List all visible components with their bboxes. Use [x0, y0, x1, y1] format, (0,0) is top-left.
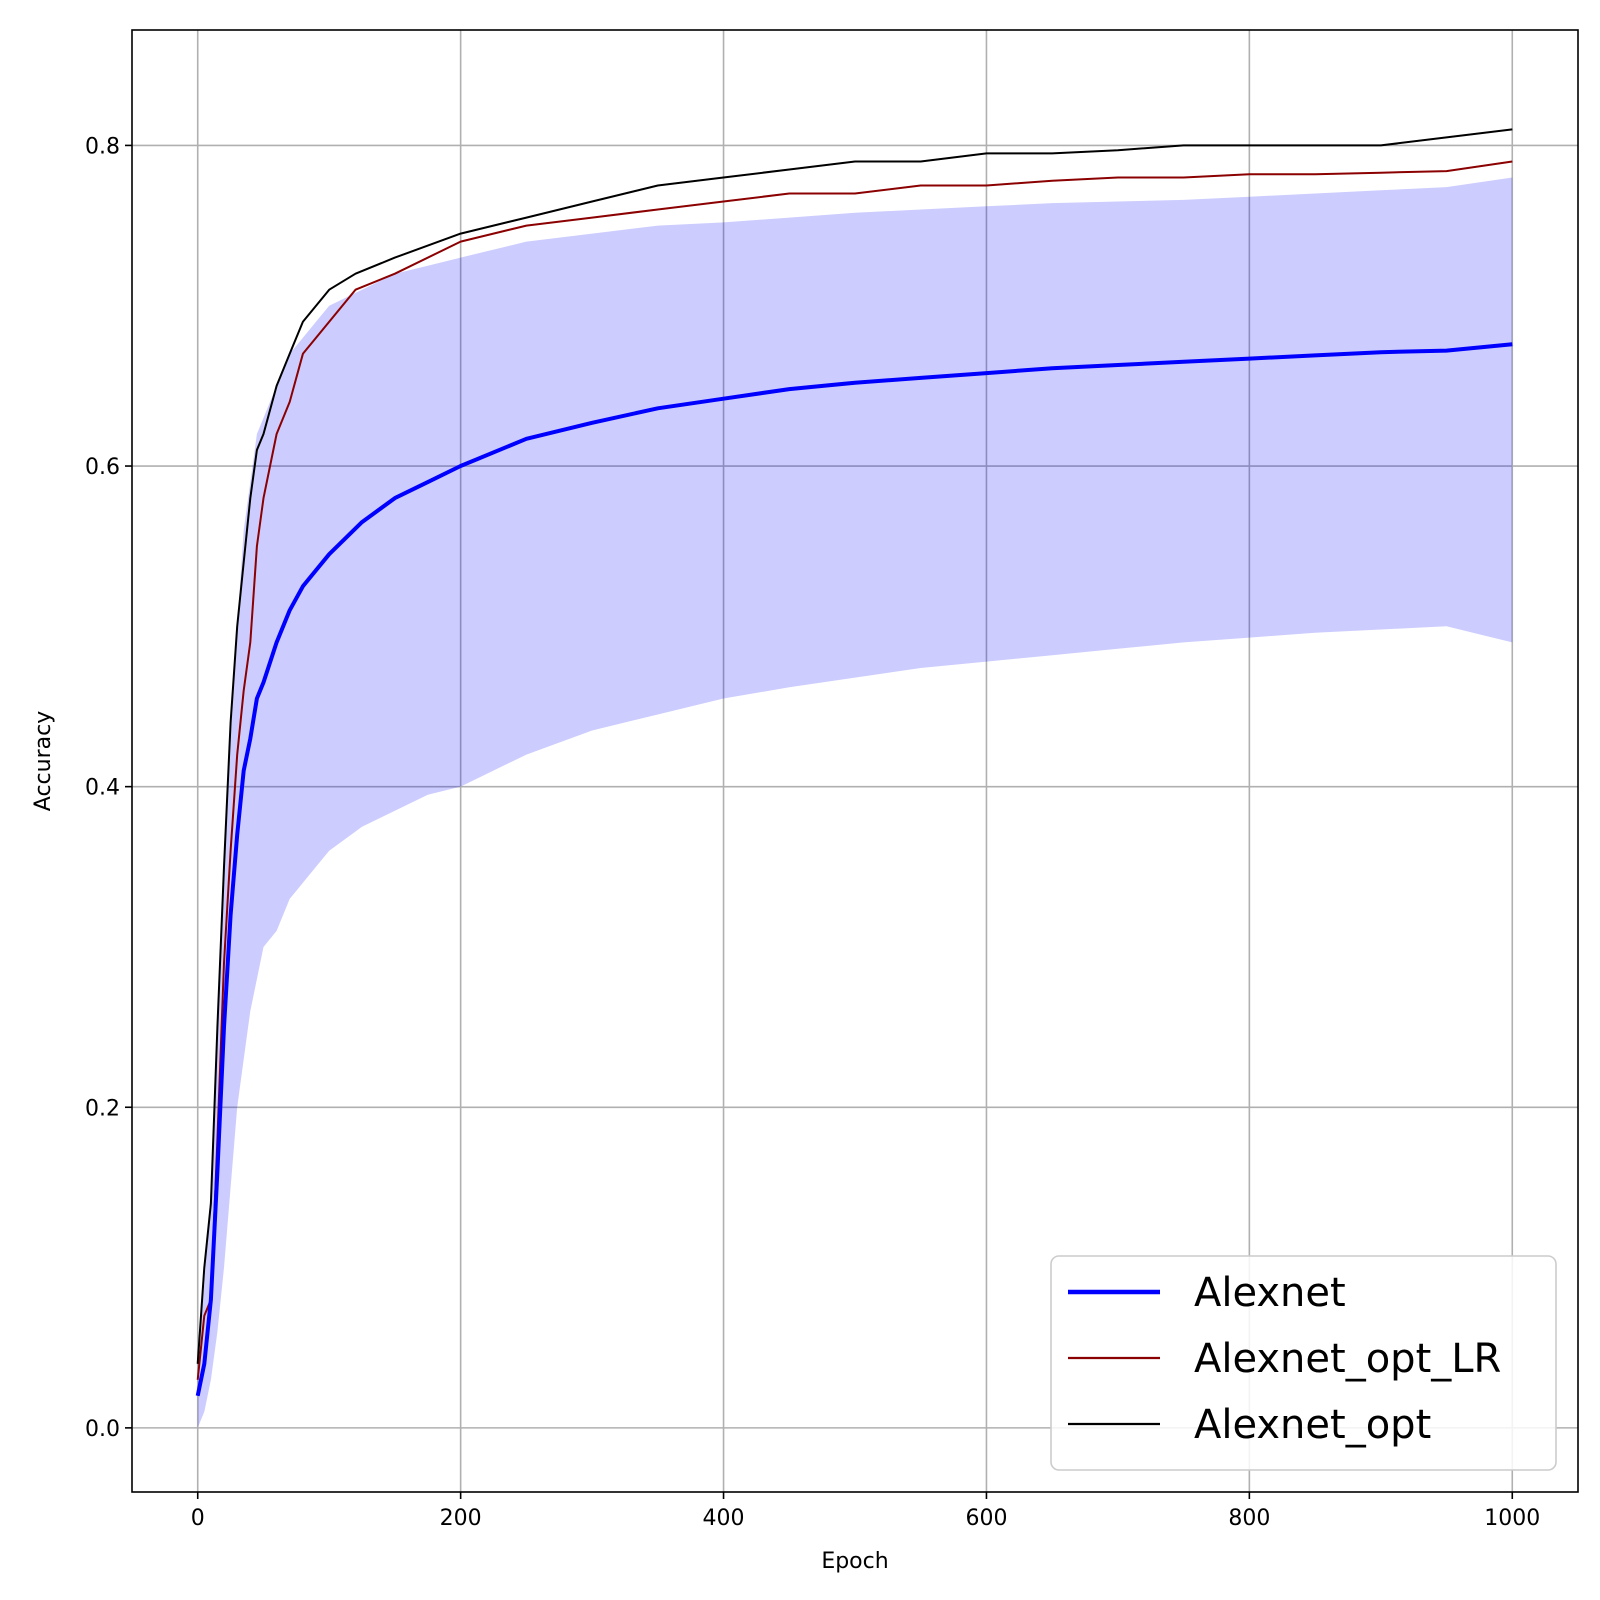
x-tick-label: 400 [703, 1506, 745, 1531]
legend-label-alexnet: Alexnet [1194, 1270, 1346, 1316]
plot-area [132, 30, 1578, 1492]
legend: Alexnet Alexnet_opt_LR Alexnet_opt [1050, 1255, 1557, 1471]
x-tick-label: 1000 [1484, 1506, 1540, 1531]
y-axis-ticks: 0.0 0.2 0.4 0.6 0.8 [85, 134, 132, 1442]
y-tick-label: 0.2 [85, 1096, 120, 1121]
y-tick-label: 0.4 [85, 776, 120, 801]
x-tick-label: 200 [440, 1506, 482, 1531]
alexnet-range-band [197, 177, 1513, 1428]
plot-frame [131, 29, 1579, 1493]
legend-items: Alexnet Alexnet_opt_LR Alexnet_opt [1068, 1270, 1501, 1448]
alexnet-band-area [197, 177, 1513, 1428]
y-axis-title: Accuracy [31, 711, 56, 811]
series-lines [195, 128, 1513, 1397]
series-line-alexnet-opt-lr [196, 160, 1513, 1380]
legend-box [1050, 1255, 1557, 1471]
series-line-alexnet-opt [196, 128, 1513, 1364]
legend-label-alexnet-opt: Alexnet_opt [1194, 1402, 1431, 1448]
series-line-alexnet [195, 342, 1513, 1397]
legend-label-alexnet-opt-lr: Alexnet_opt_LR [1194, 1336, 1501, 1382]
x-tick-label: 600 [965, 1506, 1007, 1531]
y-tick-label: 0.8 [85, 134, 120, 159]
x-axis-title: Epoch [821, 1549, 888, 1574]
x-axis-ticks: 0 200 400 600 800 1000 [191, 1492, 1540, 1531]
x-tick-label: 0 [191, 1506, 205, 1531]
y-tick-label: 0.0 [85, 1417, 120, 1442]
y-tick-label: 0.6 [85, 455, 120, 480]
x-tick-label: 800 [1228, 1506, 1270, 1531]
